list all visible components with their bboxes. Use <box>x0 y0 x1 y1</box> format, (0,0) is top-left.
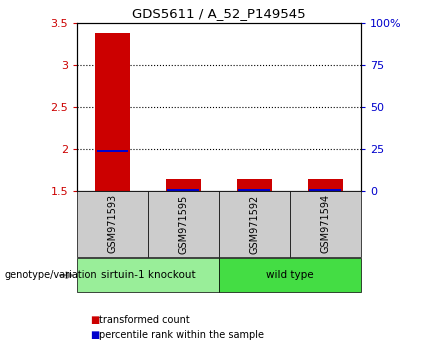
Text: ■: ■ <box>90 330 99 339</box>
Text: transformed count: transformed count <box>99 315 190 325</box>
Text: wild type: wild type <box>266 270 314 280</box>
Bar <box>309 189 341 192</box>
Text: GSM971594: GSM971594 <box>320 194 330 253</box>
Bar <box>308 178 343 191</box>
Bar <box>95 33 130 191</box>
Text: ■: ■ <box>90 315 99 325</box>
Bar <box>168 189 199 192</box>
Bar <box>238 189 270 192</box>
Text: GSM971593: GSM971593 <box>107 194 117 253</box>
Text: GSM971592: GSM971592 <box>249 194 259 253</box>
Text: percentile rank within the sample: percentile rank within the sample <box>99 330 264 339</box>
Bar <box>237 179 272 191</box>
Text: sirtuin-1 knockout: sirtuin-1 knockout <box>101 270 195 280</box>
Bar <box>166 178 201 191</box>
Text: GSM971595: GSM971595 <box>179 194 188 253</box>
Bar <box>96 150 128 152</box>
Text: genotype/variation: genotype/variation <box>4 270 97 280</box>
Title: GDS5611 / A_52_P149545: GDS5611 / A_52_P149545 <box>132 7 306 21</box>
